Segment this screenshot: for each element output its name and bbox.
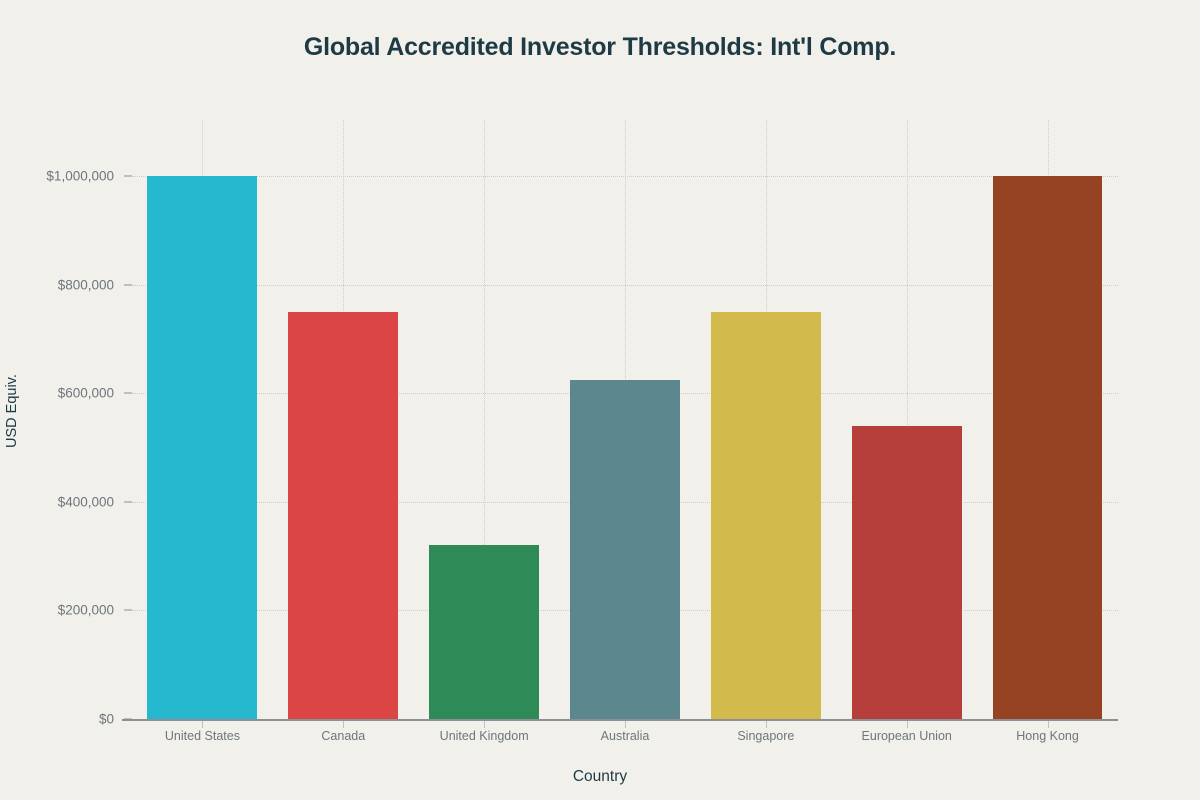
y-axis-tick-mark (124, 175, 132, 177)
x-axis-tick-label: Australia (600, 729, 650, 743)
x-axis-title: Country (572, 768, 628, 785)
plot-area (122, 120, 1118, 721)
bar-united-kingdom[interactable] (429, 545, 540, 719)
y-axis-tick-label: $0 (98, 711, 114, 727)
x-axis-tick-label: Hong Kong (1016, 729, 1079, 743)
y-axis-tick-mark (124, 501, 132, 503)
x-axis-tick-label: Canada (321, 729, 366, 743)
y-axis-tick-label: $400,000 (57, 494, 114, 510)
x-axis-tick-label: United Kingdom (439, 729, 529, 743)
bars-group (132, 120, 1118, 719)
bar-singapore[interactable] (710, 311, 821, 719)
x-axis-line (122, 719, 1118, 721)
x-axis-tick-mark (625, 721, 626, 728)
bar-hong-kong[interactable] (992, 176, 1103, 719)
x-axis-tick-mark (343, 721, 345, 728)
y-axis-tick-label: $800,000 (57, 277, 114, 293)
y-axis-tick-mark (124, 718, 132, 720)
bar-european-union[interactable] (851, 425, 962, 719)
y-axis-tick-label: $1,000,000 (46, 168, 114, 184)
y-axis-tick-mark (124, 284, 132, 286)
x-axis-tick-mark (202, 721, 204, 728)
x-axis-tick-mark (906, 721, 908, 728)
x-axis-tick-mark (765, 721, 767, 728)
x-axis-tick-label: Singapore (737, 729, 795, 743)
gridline-vertical (906, 120, 908, 719)
x-axis-tick-mark (1047, 721, 1049, 728)
x-axis-tick-mark (484, 721, 486, 728)
bar-australia[interactable] (570, 379, 680, 719)
x-axis-tick-label: European Union (861, 729, 952, 743)
y-axis-tick-mark (124, 609, 132, 611)
bar-canada[interactable] (288, 311, 399, 719)
y-axis-tick-label: $200,000 (57, 602, 114, 618)
y-axis-tick-mark (124, 392, 132, 394)
x-axis-tick-label: United States (164, 729, 240, 743)
chart-title: Global Accredited Investor Thresholds: I… (303, 33, 897, 61)
gridline-vertical (484, 120, 486, 719)
bar-united-states[interactable] (147, 176, 258, 719)
y-axis-tick-label: $600,000 (57, 385, 114, 401)
